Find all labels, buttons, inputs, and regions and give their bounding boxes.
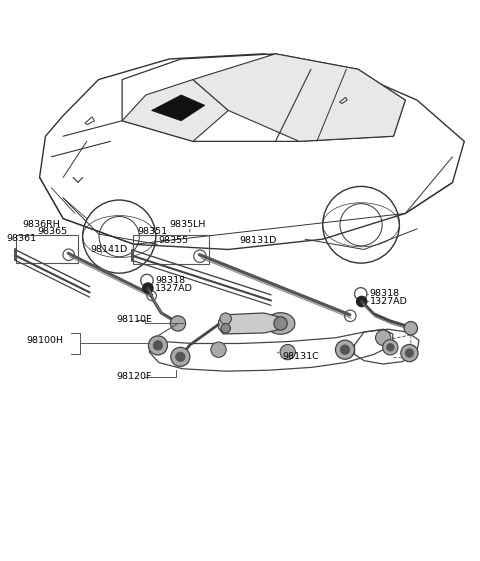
Circle shape	[383, 339, 398, 355]
Text: 98131D: 98131D	[239, 236, 276, 245]
Circle shape	[405, 349, 414, 357]
Bar	[132, 235, 209, 264]
Circle shape	[274, 317, 287, 330]
Text: 98365: 98365	[37, 227, 67, 236]
Circle shape	[375, 330, 391, 346]
Circle shape	[148, 336, 168, 355]
Text: 9836RH: 9836RH	[23, 220, 60, 229]
Circle shape	[176, 352, 185, 362]
Circle shape	[211, 342, 226, 357]
Circle shape	[153, 341, 163, 350]
Polygon shape	[218, 313, 285, 334]
Circle shape	[357, 296, 367, 307]
Text: 98351: 98351	[137, 227, 168, 236]
Text: 9835LH: 9835LH	[169, 220, 206, 229]
Circle shape	[170, 316, 186, 331]
Text: 1327AD: 1327AD	[155, 284, 193, 293]
Circle shape	[386, 343, 394, 351]
Polygon shape	[152, 95, 205, 121]
Text: 98361: 98361	[6, 234, 36, 243]
Text: 98318: 98318	[370, 289, 400, 298]
Ellipse shape	[266, 312, 295, 334]
Circle shape	[404, 321, 418, 335]
Polygon shape	[193, 54, 405, 141]
Bar	[16, 234, 78, 263]
Circle shape	[401, 344, 418, 362]
Circle shape	[171, 347, 190, 366]
Text: 98131C: 98131C	[282, 352, 319, 361]
Text: 98141D: 98141D	[91, 245, 128, 254]
Text: 98120F: 98120F	[116, 373, 151, 381]
Circle shape	[143, 283, 153, 293]
Text: 98355: 98355	[159, 236, 189, 245]
Text: 98100H: 98100H	[26, 336, 63, 345]
Circle shape	[336, 340, 355, 359]
Text: 98110E: 98110E	[116, 315, 152, 324]
Circle shape	[340, 345, 350, 355]
Circle shape	[280, 344, 295, 360]
Text: 1327AD: 1327AD	[370, 297, 408, 306]
Circle shape	[220, 313, 231, 324]
Circle shape	[221, 324, 230, 333]
Polygon shape	[122, 80, 228, 141]
Text: 98318: 98318	[155, 276, 185, 285]
